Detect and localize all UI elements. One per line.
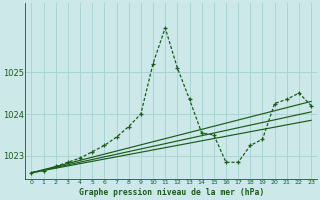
X-axis label: Graphe pression niveau de la mer (hPa): Graphe pression niveau de la mer (hPa): [79, 188, 264, 197]
